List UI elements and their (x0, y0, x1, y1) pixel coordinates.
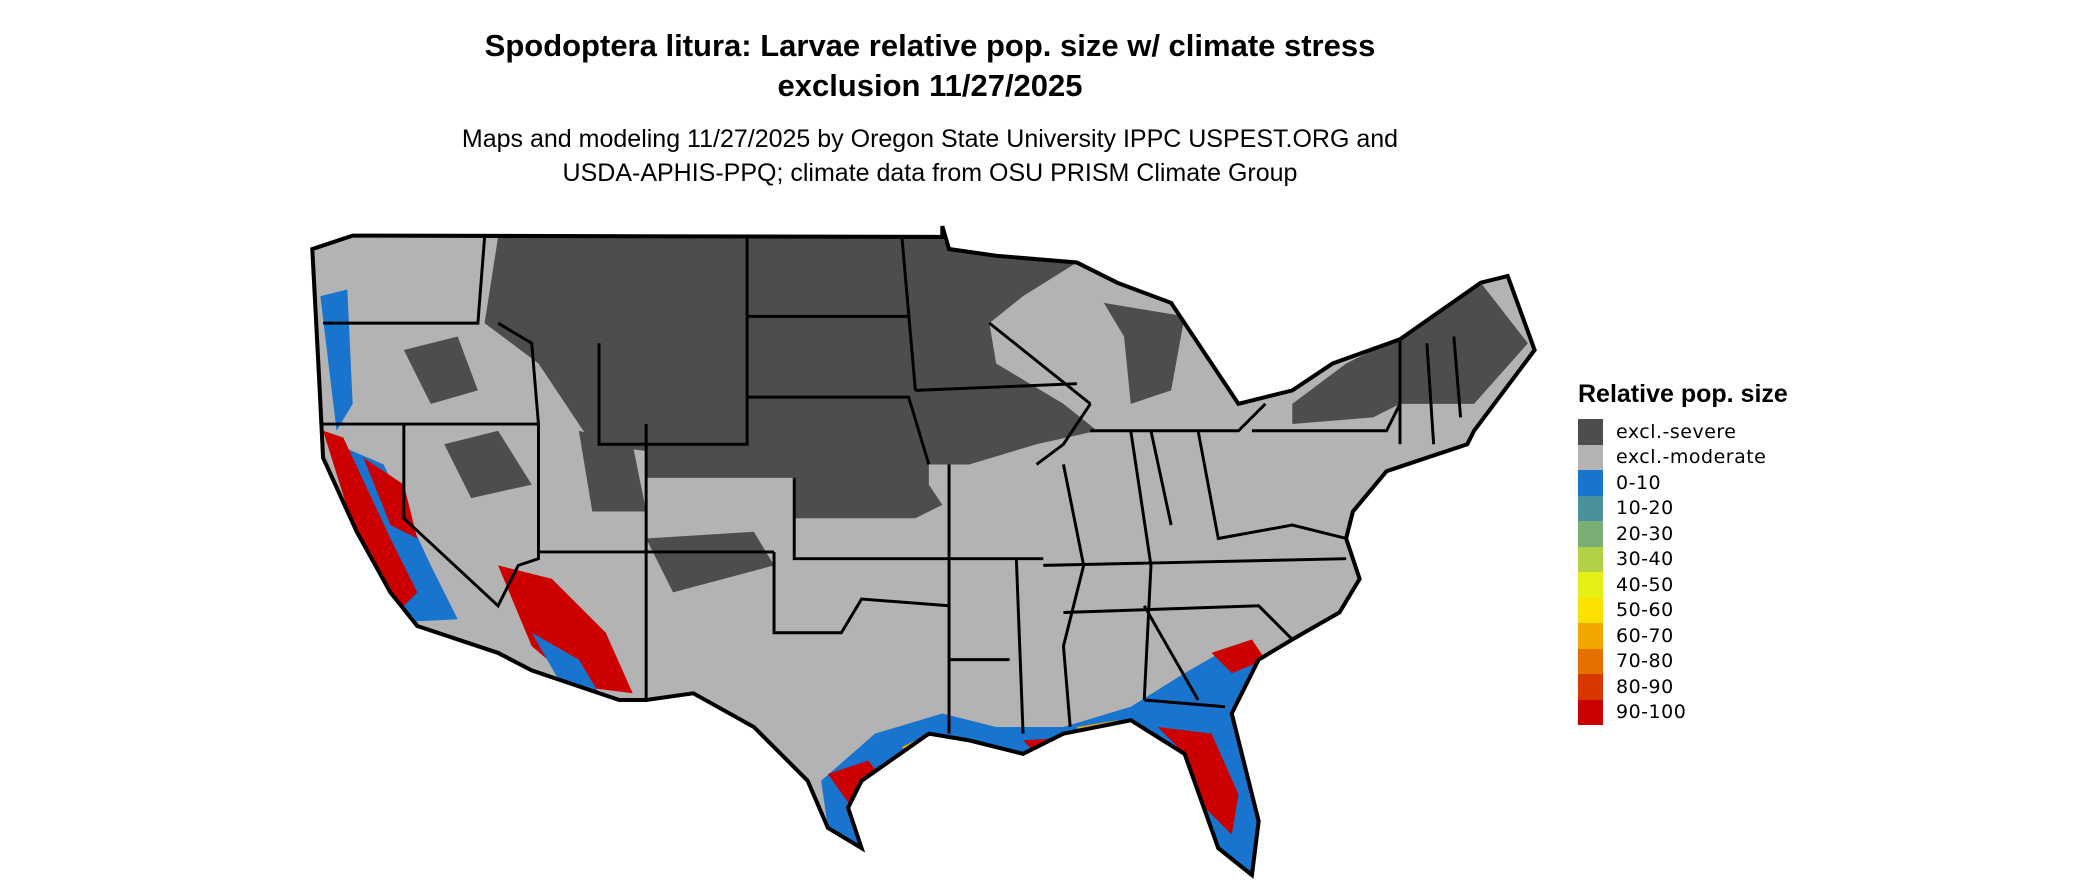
legend-label: excl.-moderate (1616, 446, 1767, 469)
legend-item: excl.-moderate (1578, 444, 1788, 470)
legend-swatch (1578, 674, 1603, 700)
excl-severe-west-patches (403, 336, 775, 593)
legend-item: 20-30 (1578, 521, 1788, 547)
legend-swatch (1578, 597, 1603, 623)
legend-label: 80-90 (1616, 675, 1674, 698)
excl-severe-northeast (1292, 282, 1528, 425)
legend-item: excl.-severe (1578, 419, 1788, 445)
legend-swatch (1578, 470, 1603, 496)
map-subtitle-line1: Maps and modeling 11/27/2025 by Oregon S… (461, 125, 1399, 153)
range-90-100-gulf (827, 639, 1266, 835)
legend-swatch (1578, 699, 1603, 725)
legend-item: 60-70 (1578, 623, 1788, 649)
range-90-100-ca (323, 430, 418, 613)
range-0-10-gulf (821, 646, 1259, 876)
excl-severe-michigan (1103, 302, 1185, 404)
map-title-line2: exclusion 11/27/2025 (777, 68, 1083, 103)
legend-title: Relative pop. size (1578, 380, 1788, 408)
legend-item: 10-20 (1578, 495, 1788, 521)
legend-swatch (1578, 419, 1603, 445)
legend-label: 60-70 (1616, 624, 1674, 647)
legend-label: 50-60 (1616, 599, 1674, 622)
legend-item: 90-100 (1578, 699, 1788, 725)
legend-swatch (1578, 521, 1603, 547)
legend-item: 0-10 (1578, 470, 1788, 496)
legend-swatch (1578, 495, 1603, 521)
range-mixed-az (498, 565, 633, 694)
map-subtitle-line2: USDA-APHIS-PPQ; climate data from OSU PR… (562, 159, 1298, 187)
legend-label: 40-50 (1616, 573, 1674, 596)
legend-swatch (1578, 623, 1603, 649)
legend-swatch (1578, 648, 1603, 674)
legend-item: 30-40 (1578, 546, 1788, 572)
legend-swatch (1578, 546, 1603, 572)
legend-label: excl.-severe (1616, 420, 1737, 443)
legend-item: 40-50 (1578, 572, 1788, 598)
excl-severe-north (484, 236, 1098, 519)
legend-label: 20-30 (1616, 522, 1674, 545)
state-borders (323, 236, 1463, 734)
legend-label: 0-10 (1616, 471, 1662, 494)
legend-label: 90-100 (1616, 701, 1687, 724)
legend-swatch (1578, 572, 1603, 598)
legend-label: 30-40 (1616, 548, 1674, 571)
legend-label: 10-20 (1616, 497, 1674, 520)
legend-swatch (1578, 444, 1603, 470)
range-0-10-az (531, 632, 600, 694)
map-title-line1: Spodoptera litura: Larvae relative pop. … (484, 28, 1376, 63)
legend-item: 80-90 (1578, 674, 1788, 700)
legend: Relative pop. size excl.-severe excl.-mod… (1578, 380, 1788, 725)
legend-item: 70-80 (1578, 648, 1788, 674)
legend-label: 70-80 (1616, 650, 1674, 673)
legend-item: 50-60 (1578, 597, 1788, 623)
